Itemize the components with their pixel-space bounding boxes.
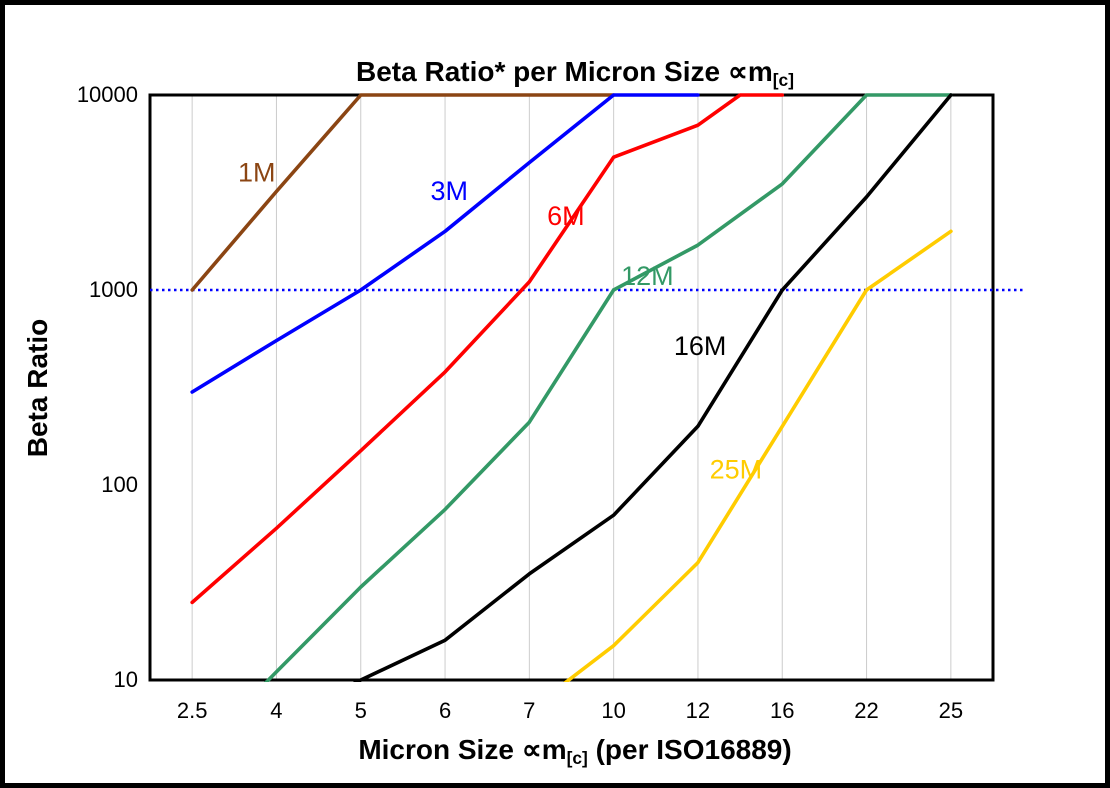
chart-title-text: Beta Ratio* per Micron Size [356,56,728,87]
x-axis-title: Micron Size ∝m[c] (per ISO16889) [45,733,1105,769]
x-tick-label-12: 12 [686,698,710,723]
chart-title-subscript: [c] [772,70,794,91]
x-tick-label-5: 5 [355,698,367,723]
chart-title: Beta Ratio* per Micron Size ∝m[c] [45,55,1105,91]
x-axis-title-subscript: [c] [566,748,588,769]
series-line-16M [352,93,953,682]
series-label-1M: 1M [238,158,276,188]
series-line-12M [263,93,953,682]
y-tick-label-10: 10 [114,667,138,692]
series-line-1M [190,93,616,292]
x-tick-label-2.5: 2.5 [177,698,208,723]
x-axis-title-symbol: ∝m [521,734,567,765]
x-tick-label-16: 16 [770,698,794,723]
chart-title-symbol: ∝m [727,56,773,87]
series-line-6M [190,93,785,605]
y-tick-label-100: 100 [101,472,138,497]
x-axis-title-text: Micron Size [358,734,522,765]
series-label-12M: 12M [621,261,674,291]
x-axis-title-suffix: (per ISO16889) [587,734,792,765]
series-line-3M [190,93,700,394]
y-tick-label-10000: 10000 [77,82,138,107]
x-tick-label-25: 25 [939,698,963,723]
y-tick-label-1000: 1000 [89,277,138,302]
x-tick-label-6: 6 [439,698,451,723]
series-label-6M: 6M [547,201,585,231]
series-label-25M: 25M [710,455,763,485]
series-line-25M [563,229,953,682]
x-tick-label-7: 7 [523,698,535,723]
x-tick-label-4: 4 [270,698,282,723]
series-label-16M: 16M [674,331,727,361]
x-tick-label-22: 22 [854,698,878,723]
x-tick-label-10: 10 [601,698,625,723]
series-label-3M: 3M [431,176,469,206]
plot-area: 1M 3M 6M 12M 16M 25M 10 100 1000 10000 2.5 4 5 6 7 10 12… [77,82,1023,723]
